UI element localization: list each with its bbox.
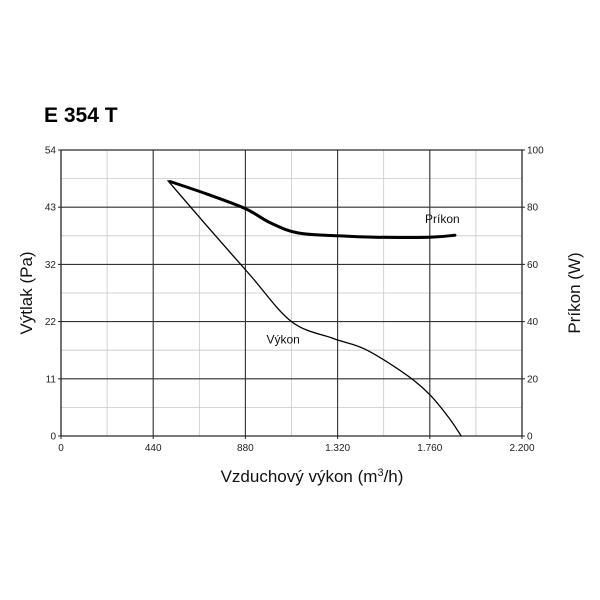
y-axis-right-label: Príkon (W) (565, 252, 584, 333)
series-line-prikon (168, 180, 457, 239)
y-right-tick-label: 60 (527, 260, 539, 271)
y-right-tick-label: 20 (527, 374, 539, 385)
y-right-tick-label: 80 (527, 203, 539, 214)
y-left-tick-label: 0 (50, 432, 56, 443)
series-line-vykon (167, 180, 462, 437)
x-tick-label: 0 (58, 443, 64, 454)
y-left-tick-label: 32 (45, 260, 57, 271)
x-axis-label-sup: 3 (377, 467, 383, 479)
y-right-tick-label: 40 (527, 317, 539, 328)
tick-labels: 0 440 880 1.320 1.760 2.200011223243540204060… (45, 146, 544, 455)
x-axis-label: Vzduchový výkon (m3/h) (221, 467, 404, 486)
y-left-tick-label: 22 (45, 317, 57, 328)
x-tick-label: 880 (237, 443, 254, 454)
y-axis-left-label: Výtlak (Pa) (17, 251, 36, 334)
x-axis-label-end: /h) (384, 467, 404, 486)
x-tick-label: 1.760 (417, 443, 442, 454)
plot-frame (60, 149, 523, 437)
y-left-tick-label: 11 (46, 374, 57, 385)
chart-title: E 354 T (44, 104, 118, 127)
x-tick-label: 2.200 (509, 443, 534, 454)
x-tick-label: 440 (145, 443, 162, 454)
series-layer: Výkon Príkon (167, 180, 462, 437)
y-right-tick-label: 100 (527, 146, 544, 157)
x-axis-label-main: Vzduchový výkon (m (221, 467, 378, 486)
y-left-tick-label: 54 (45, 146, 57, 157)
series-label-vykon: Výkon (266, 332, 299, 346)
y-right-tick-label: 0 (527, 432, 533, 443)
x-tick-label: 1.320 (325, 443, 350, 454)
minor-grid (60, 149, 523, 437)
y-left-tick-label: 43 (45, 203, 57, 214)
series-label-prikon: Príkon (425, 212, 460, 226)
